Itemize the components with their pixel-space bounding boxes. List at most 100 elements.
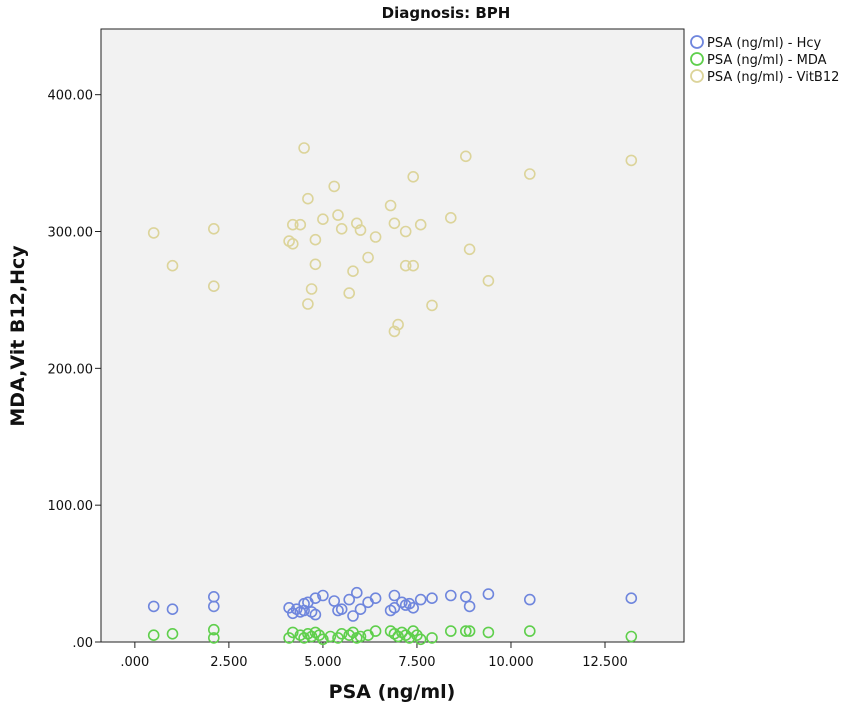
point-vitb12 <box>294 218 307 231</box>
point-hcy <box>444 589 457 602</box>
point-mda <box>166 627 179 640</box>
point-mda <box>463 625 476 637</box>
legend-label: PSA (ng/ml) - VitB12 <box>707 70 839 85</box>
point-vitb12 <box>208 280 220 293</box>
point-mda <box>444 625 457 637</box>
point-hcy <box>407 601 420 614</box>
point-hcy <box>328 595 341 607</box>
point-vitb12 <box>298 142 310 154</box>
point-vitb12 <box>332 209 344 221</box>
point-mda <box>523 625 536 637</box>
legend: PSA (ng/ml) - Hcy PSA (ng/ml) - MDA PSA (n… <box>690 35 839 85</box>
point-mda <box>625 630 638 643</box>
point-vitb12 <box>362 251 374 264</box>
point-hcy <box>309 592 322 605</box>
point-vitb12 <box>399 225 412 238</box>
y-tick-label: .00 <box>72 636 93 651</box>
point-vitb12 <box>625 154 638 167</box>
point-hcy <box>388 601 401 614</box>
point-vitb12 <box>463 243 476 256</box>
point-vitb12 <box>388 217 401 230</box>
chart-title: Diagnosis: BPH <box>382 4 511 22</box>
point-mda <box>208 632 220 644</box>
point-vitb12 <box>444 212 457 224</box>
point-vitb12 <box>482 274 495 287</box>
point-vitb12 <box>354 224 367 236</box>
point-hcy <box>350 586 363 599</box>
point-vitb12 <box>302 298 314 310</box>
point-vitb12 <box>426 299 438 312</box>
point-hcy <box>482 588 495 600</box>
point-vitb12 <box>384 199 397 212</box>
point-vitb12 <box>317 213 329 225</box>
point-vitb12 <box>350 217 363 230</box>
point-mda <box>459 625 472 637</box>
point-hcy <box>523 593 536 606</box>
point-vitb12 <box>309 233 322 246</box>
point-hcy <box>208 600 220 613</box>
point-vitb12 <box>523 168 536 180</box>
point-vitb12 <box>369 231 382 243</box>
point-hcy <box>463 600 476 613</box>
point-vitb12 <box>286 238 299 250</box>
legend-marker <box>690 69 704 83</box>
point-hcy <box>459 590 472 603</box>
y-tick-label: 100.00 <box>48 499 94 514</box>
legend-label: PSA (ng/ml) - Hcy <box>707 36 822 51</box>
point-vitb12 <box>328 180 341 193</box>
point-hcy <box>343 593 356 606</box>
point-vitb12 <box>407 259 420 272</box>
y-tick-label: 400.00 <box>48 89 94 104</box>
point-vitb12 <box>347 265 359 278</box>
point-vitb12 <box>302 192 314 205</box>
point-hcy <box>317 589 329 602</box>
point-mda <box>335 627 348 640</box>
point-hcy <box>426 592 438 605</box>
point-vitb12 <box>286 218 299 231</box>
point-vitb12 <box>388 325 401 338</box>
point-mda <box>414 633 427 646</box>
point-vitb12 <box>208 223 220 235</box>
y-axis: .00 100.00 200.00 300.00 400.00 <box>48 89 101 651</box>
point-mda <box>369 625 382 637</box>
point-vitb12 <box>392 318 404 331</box>
point-hcy <box>388 589 401 602</box>
legend-label: PSA (ng/ml) - MDA <box>707 53 827 68</box>
point-mda <box>317 633 329 646</box>
x-tick-label: 2.500 <box>210 655 247 670</box>
x-tick-label: 12.500 <box>582 655 628 670</box>
point-mda <box>286 626 299 639</box>
data-points <box>147 142 638 646</box>
point-hcy <box>166 603 179 616</box>
point-vitb12 <box>147 227 160 239</box>
point-mda <box>426 632 438 644</box>
point-hcy <box>309 608 322 621</box>
x-tick-label: 5.000 <box>304 655 341 670</box>
point-vitb12 <box>166 259 179 272</box>
y-tick-label: 200.00 <box>48 362 94 377</box>
point-vitb12 <box>309 258 322 271</box>
point-vitb12 <box>335 223 348 235</box>
legend-marker <box>690 52 704 66</box>
point-vitb12 <box>414 218 427 231</box>
point-hcy <box>369 592 382 605</box>
point-mda <box>354 630 367 643</box>
point-hcy <box>335 603 348 616</box>
point-hcy <box>147 600 160 613</box>
point-vitb12 <box>459 150 472 163</box>
point-mda <box>208 623 220 636</box>
point-vitb12 <box>343 287 356 299</box>
point-mda <box>324 630 337 643</box>
point-hcy <box>625 592 638 605</box>
point-mda <box>403 632 416 644</box>
point-vitb12 <box>407 171 420 183</box>
point-vitb12 <box>399 259 412 272</box>
y-axis-label: MDA,Vit B12,Hcy <box>7 245 29 427</box>
y-tick-label: 300.00 <box>48 226 94 241</box>
point-hcy <box>347 610 359 622</box>
x-tick-label: .000 <box>120 655 149 670</box>
point-hcy <box>414 593 427 606</box>
point-mda <box>482 626 495 639</box>
x-axis: .000 2.500 5.000 7.500 10.000 12.500 <box>120 642 628 670</box>
